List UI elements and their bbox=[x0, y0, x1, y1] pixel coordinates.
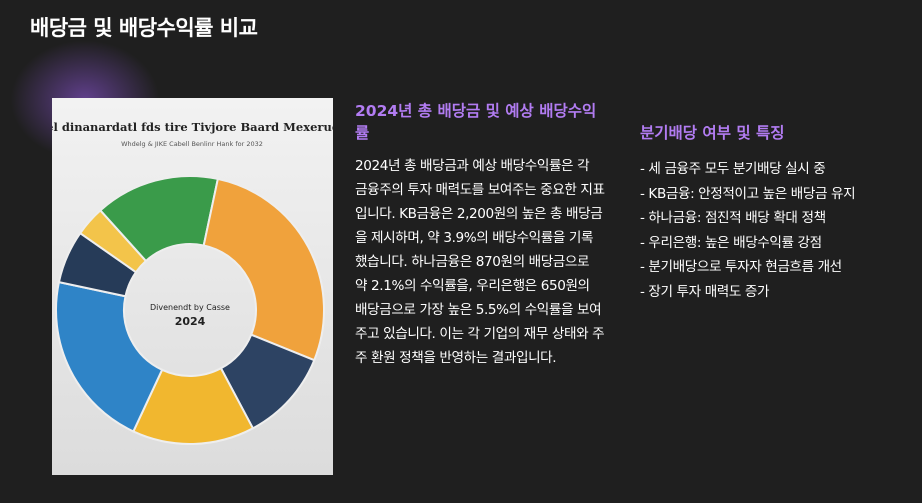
feature-item: - KB금융: 안정적이고 높은 배당금 유지 bbox=[640, 185, 856, 202]
feature-item: - 하나금융: 점진적 배당 확대 정책 bbox=[640, 210, 826, 226]
right-column: 분기배당 여부 및 특징 - 세 금융주 모두 분기배당 실시 중 - KB금융:… bbox=[640, 122, 910, 304]
donut-segment bbox=[202, 177, 325, 362]
illustration: eriel dinanardatl fds tire Tivjore Baard… bbox=[52, 98, 333, 475]
feature-item: - 세 금융주 모두 분기배당 실시 중 bbox=[640, 161, 826, 177]
donut-segment bbox=[78, 209, 148, 274]
donut bbox=[55, 175, 325, 445]
right-heading: 분기배당 여부 및 특징 bbox=[640, 124, 785, 142]
donut-segment bbox=[55, 280, 164, 433]
feature-item: - 장기 투자 매력도 증가 bbox=[640, 283, 770, 300]
feature-item: - 분기배당으로 투자자 현금흐름 개선 bbox=[640, 259, 842, 275]
feature-item: - 우리은행: 높은 배당수익률 강점 bbox=[640, 234, 822, 251]
page-title: 배당금 및 배당수익률 비교 bbox=[30, 16, 258, 40]
image-subtitle: Whdelg & JIKE Cabell Benlinr Hank for 20… bbox=[121, 140, 263, 148]
image-title: eriel dinanardatl fds tire Tivjore Baard… bbox=[52, 120, 333, 134]
center-year: 2024 bbox=[175, 315, 206, 328]
middle-heading: 2024년 총 배당금 및 예상 배당수익률 bbox=[355, 102, 597, 142]
middle-column: 2024년 총 배당금 및 예상 배당수익률 2024년 총 배당금과 예상 배… bbox=[355, 100, 605, 370]
middle-body: 2024년 총 배당금과 예상 배당수익률은 각 금융주의 투자 매력도를 보여… bbox=[355, 158, 605, 366]
feature-list: - 세 금융주 모두 분기배당 실시 중 - KB금융: 안정적이고 높은 배당금… bbox=[640, 157, 910, 304]
center-caption: Divenendt by Casse bbox=[150, 303, 230, 312]
